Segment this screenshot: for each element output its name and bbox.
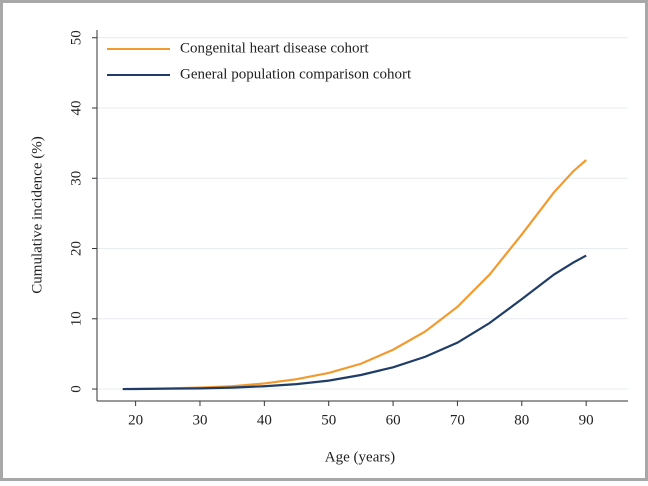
- y-tick-label: 20: [68, 241, 84, 256]
- legend-label: Congenital heart disease cohort: [180, 40, 370, 56]
- x-tick-label: 90: [579, 412, 594, 428]
- x-tick-label: 50: [321, 412, 336, 428]
- x-tick-label: 80: [514, 412, 529, 428]
- x-tick-label: 70: [450, 412, 465, 428]
- y-tick-label: 40: [68, 100, 84, 115]
- x-tick-label: 40: [257, 412, 272, 428]
- y-tick-label: 10: [68, 311, 84, 326]
- data-line: [122, 254, 587, 391]
- y-tick-label: 0: [68, 385, 84, 393]
- x-tick-label: 20: [128, 412, 143, 428]
- y-tick-label: 50: [68, 30, 84, 45]
- y-axis-label: Cumulative incidence (%): [29, 136, 45, 293]
- y-tick-label: 30: [68, 171, 84, 186]
- x-tick-label: 60: [386, 412, 401, 428]
- legend-label: General population comparison cohort: [180, 66, 412, 82]
- x-axis-label: Age (years): [325, 449, 395, 465]
- x-tick-label: 30: [192, 412, 207, 428]
